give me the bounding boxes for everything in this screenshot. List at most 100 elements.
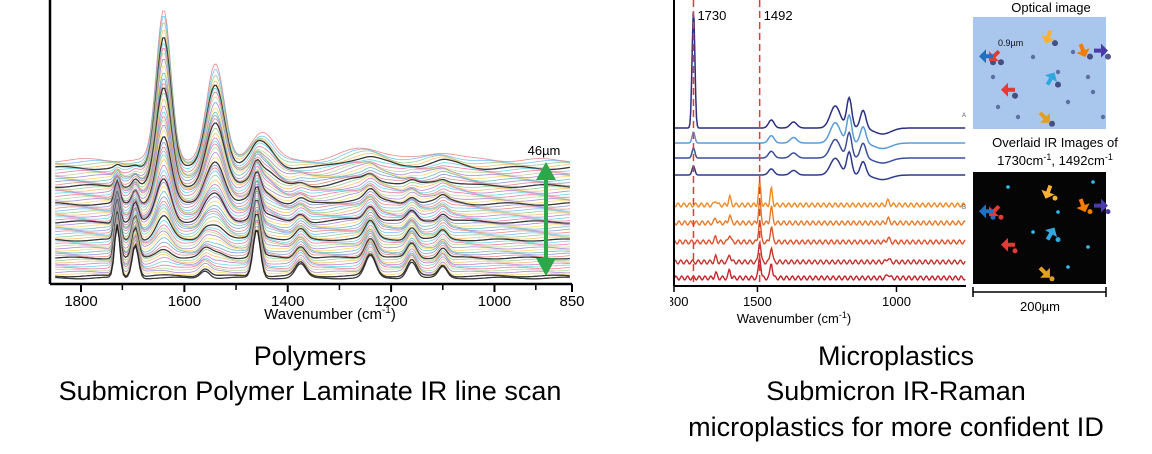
- polymer-spectrum-line: [55, 116, 570, 198]
- optical-particle: [1100, 114, 1106, 120]
- polymer-spectrum-line: [55, 120, 570, 200]
- polymer-spectrum-line: [55, 58, 570, 178]
- polymer-spectra-series: [55, 10, 570, 280]
- polymer-spectrum-line: [55, 15, 570, 164]
- polymer-spectrum-line: [55, 199, 570, 240]
- x-axis-label: Wavenumber (cm-1): [737, 310, 851, 326]
- image-scale-label: 200µm: [1020, 299, 1060, 314]
- peak-marker-group: 1730 1492: [692, 0, 793, 286]
- polymer-spectrum-line: [55, 202, 570, 246]
- scale-bar-46um: 46µm: [528, 143, 561, 276]
- polymer-spectrum-line: [55, 99, 570, 192]
- microplastics-ir-raman-chart: 1730 1492 A B 1800 1500 1000 Wavenumber (cm…: [670, 0, 966, 326]
- ir-particle: [1031, 230, 1035, 234]
- ir-overlay-title-line2: 1730cm-1, 1492cm-1: [997, 152, 1113, 168]
- ir-series-small-label: A: [962, 113, 966, 119]
- optical-particle: [1105, 53, 1111, 60]
- polymer-spectrum-line: [55, 154, 570, 214]
- optical-arrow-icon: [1038, 111, 1050, 123]
- ir-particle: [1087, 209, 1093, 215]
- optical-arrow-icon: [989, 49, 1001, 62]
- polymer-spectrum-line: [55, 142, 570, 208]
- polymer-spectrum-line: [55, 204, 570, 248]
- polymer-spectrum-line: [55, 72, 570, 182]
- ir-arrow-icon: [1094, 198, 1108, 213]
- optical-particle: [1049, 120, 1055, 127]
- microplastics-subtitle-line2: microplastics for more confident ID: [688, 412, 1104, 442]
- ir-arrow-icon: [1044, 227, 1058, 241]
- polymer-spectrum-line: [55, 221, 570, 274]
- ir-arrow-icon: [1076, 198, 1090, 213]
- polymer-spectrum-line: [55, 87, 570, 189]
- polymer-spectrum-line: [55, 130, 570, 204]
- raman-spectrum-line: [673, 199, 966, 226]
- ir-particle: [1006, 185, 1010, 189]
- ir-spectrum-line: [674, 113, 966, 150]
- optical-particle: [1070, 49, 1076, 55]
- polymer-spectrum-line: [55, 78, 570, 184]
- ir-particle: [1055, 237, 1061, 243]
- raman-spectrum-line: [673, 220, 966, 245]
- scale-bar-label: 46µm: [528, 143, 561, 158]
- polymer-spectrum-line: [55, 192, 570, 234]
- optical-particle: [1085, 74, 1091, 80]
- optical-scale-label: 0.9µm: [998, 38, 1023, 48]
- polymer-spectrum-line: [55, 146, 570, 210]
- raman-spectrum-line: [673, 257, 966, 281]
- scale-arrow-down-icon: [536, 258, 556, 276]
- peak-marker-label: 1492: [764, 8, 793, 23]
- x-tick-label: 1400: [271, 293, 304, 310]
- ir-particle: [1056, 210, 1060, 214]
- polymer-spectrum-line: [55, 159, 570, 216]
- polymer-spectrum-line: [55, 223, 570, 276]
- polymer-spectrum-line: [55, 37, 570, 171]
- polymer-spectrum-line: [55, 199, 570, 242]
- optical-image-title: Optical image: [1011, 0, 1090, 15]
- polymer-spectrum-line: [55, 178, 570, 224]
- ir-overlay-particles: [990, 180, 1111, 282]
- ir-particle: [1105, 209, 1111, 215]
- polymer-spectrum-line: [55, 205, 570, 250]
- x-tick-label: 1800: [64, 293, 97, 310]
- polymer-spectrum-line: [55, 124, 570, 202]
- x-tick-label: 1000: [478, 293, 511, 310]
- polymer-spectrum-line: [55, 195, 570, 236]
- polymer-spectrum-line: [55, 170, 570, 220]
- polymers-title: Polymers: [253, 341, 367, 371]
- ir-overlay-image: [973, 172, 1111, 284]
- polymer-spectrum-line: [55, 215, 570, 266]
- microplastics-subtitle-line1: Submicron IR-Raman: [766, 376, 1026, 406]
- optical-particle: [1015, 114, 1021, 120]
- polymer-spectrum-line: [55, 105, 570, 194]
- optical-particle: [1055, 81, 1061, 88]
- polymer-spectrum-line: [55, 48, 570, 174]
- ir-particle: [1091, 180, 1095, 184]
- polymer-spectrum-line: [55, 65, 570, 180]
- x-tick-label: 1800: [670, 294, 688, 309]
- polymers-subtitle: Submicron Polymer Laminate IR line scan: [58, 376, 562, 406]
- optical-arrow-icon: [1094, 43, 1108, 58]
- ir-arrow-icon: [1041, 184, 1055, 199]
- raman-spectrum-line: [673, 181, 966, 208]
- ir-particle: [1086, 245, 1090, 249]
- ir-particle: [1049, 276, 1055, 282]
- optical-particle: [998, 59, 1004, 66]
- x-tick-group: 1800 1600 1400 1200 1000 850: [64, 284, 585, 310]
- optical-particle: [1030, 54, 1036, 60]
- polymer-spectrum-line: [55, 92, 570, 190]
- polymer-spectrum-line: [55, 197, 570, 238]
- polymer-spectrum-line: [55, 213, 570, 262]
- image-scale-bar: 200µm: [972, 287, 1107, 314]
- optical-particle: [1012, 92, 1018, 99]
- optical-arrow-icon: [1044, 72, 1058, 86]
- optical-particle: [1055, 69, 1061, 75]
- ir-overlay-arrow-markers: [979, 184, 1108, 278]
- optical-arrow-icon: [1041, 29, 1055, 44]
- polymer-spectrum-line: [55, 225, 570, 280]
- peak-marker-label: 1730: [697, 8, 726, 23]
- microplastics-spectra-series: [673, 12, 966, 281]
- optical-arrow-markers: [979, 29, 1108, 123]
- polymer-spectrum-line: [55, 111, 570, 196]
- optical-particles: [990, 40, 1111, 127]
- polymer-spectrum-line: [55, 30, 570, 168]
